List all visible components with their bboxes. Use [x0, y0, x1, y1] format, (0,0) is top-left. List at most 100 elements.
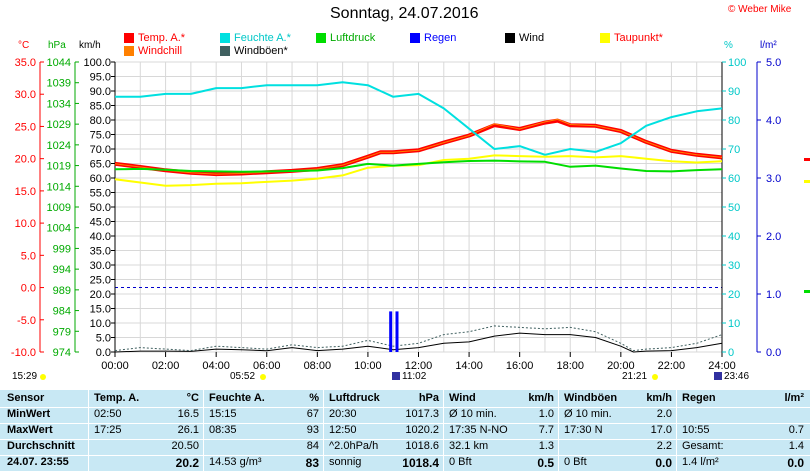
cell-value: 1017.3: [405, 408, 439, 420]
wind-tick-label: 70.0: [90, 144, 111, 156]
moon-icon: [392, 372, 400, 380]
legend-label: Wind: [519, 32, 545, 44]
weather-chart: 00:00 02:00 04:00 06:00 08:00 10:00 12:00 14:00…: [11, 57, 810, 372]
temp-unit-label: °C: [18, 40, 30, 51]
column-header: Regen: [682, 392, 716, 404]
cell-value: 17.0: [650, 424, 672, 436]
cell-left: 14.53 g/m³: [209, 456, 262, 468]
cell-value: 0.0: [787, 456, 804, 470]
moon-icon-right: [714, 372, 722, 380]
legend-swatch: [220, 46, 230, 56]
humidity-unit-label: %: [724, 40, 733, 51]
legend-item: Luftdruck: [316, 32, 375, 44]
press-tick-label: 989: [53, 285, 71, 297]
press-tick-label: 1004: [47, 223, 71, 235]
row-label: MaxWert: [7, 424, 53, 436]
column-unit: km/h: [528, 392, 554, 404]
column-unit: %: [309, 392, 319, 404]
press-tick-label: 1034: [47, 98, 71, 110]
hum-tick-label: 80: [728, 115, 740, 127]
legend-label: Windböen*: [234, 45, 288, 57]
rain-tick-label: 5.0: [766, 57, 781, 69]
wind-tick-label: 5.0: [96, 333, 111, 345]
legend-swatch: [600, 33, 610, 43]
cell-left: 12:50: [329, 424, 357, 436]
series-line: [114, 332, 723, 353]
cell-value: 0.5: [537, 456, 554, 470]
row-label: Sensor: [7, 392, 45, 404]
legend-swatch: [220, 33, 230, 43]
legend-item: Windböen*: [220, 45, 288, 57]
copyright-label: © Weber Mike: [728, 4, 792, 15]
sunrise-dot-icon: [260, 374, 266, 380]
column-divider: [443, 390, 444, 471]
press-tick-label: 979: [53, 326, 71, 338]
cell-left: 17:30 N: [564, 424, 603, 436]
cell-left: 02:50: [94, 408, 122, 420]
wind-tick-label: 15.0: [90, 304, 111, 316]
cell-value: 67: [306, 408, 319, 420]
legend-item: Regen: [410, 32, 456, 44]
cell-left: 17:35 N-NO: [449, 424, 508, 436]
press-tick-label: 1039: [47, 78, 71, 90]
row-divider: [0, 407, 810, 408]
hum-tick-label: 40: [728, 231, 740, 243]
rain-tick-label: 0.0: [766, 347, 781, 359]
wind-tick-label: 80.0: [90, 115, 111, 127]
rain-unit-label: l/m²: [760, 40, 777, 51]
column-divider: [676, 390, 677, 471]
cell-value: 0.7: [788, 424, 804, 436]
wind-tick-label: 65.0: [90, 159, 111, 171]
cell-left: 15:15: [209, 408, 237, 420]
cell-left: 17:25: [94, 424, 122, 436]
legend-swatch: [410, 33, 420, 43]
series-line: [115, 81, 723, 156]
cell-left: 0 Bft: [564, 456, 587, 468]
x-tick-label: 06:00: [253, 360, 281, 372]
wind-tick-label: 60.0: [90, 173, 111, 185]
press-tick-label: 1014: [47, 181, 71, 193]
press-tick-label: 1044: [47, 57, 71, 69]
legend-label: Temp. A.*: [138, 32, 186, 44]
wind-unit-label: km/h: [79, 40, 101, 51]
wind-tick-label: 35.0: [90, 246, 111, 258]
series-line: [114, 154, 723, 187]
min-temp-time: 11:02: [402, 371, 427, 382]
x-tick-label: 18:00: [556, 360, 584, 372]
temp-tick-label: -5.0: [17, 315, 36, 327]
wind-tick-label: 45.0: [90, 217, 111, 229]
offscreen-marker: [804, 158, 810, 161]
wind-tick-label: 75.0: [90, 130, 111, 142]
cell-value: 26.1: [177, 424, 199, 436]
cell-left: Gesamt:: [682, 440, 724, 452]
legend-item: Temp. A.*: [124, 32, 185, 44]
column-divider: [88, 390, 89, 471]
legend-label: Taupunkt*: [614, 32, 663, 44]
cell-left: 20:30: [329, 408, 357, 420]
cell-value: 1018.6: [405, 440, 439, 452]
temp-tick-label: 30.0: [15, 89, 36, 101]
wind-tick-label: 55.0: [90, 188, 111, 200]
press-tick-label: 1024: [47, 140, 71, 152]
press-tick-label: 974: [53, 347, 71, 359]
hum-tick-label: 0: [728, 347, 734, 359]
cell-left: 32.1 km: [449, 440, 489, 452]
row-divider: [0, 423, 810, 424]
x-tick-label: 22:00: [658, 360, 686, 372]
hum-tick-label: 90: [728, 86, 740, 98]
press-tick-label: 999: [53, 243, 71, 255]
wind-tick-label: 95.0: [90, 72, 111, 84]
rain-tick-label: 1.0: [766, 289, 781, 301]
cell-left: Ø 10 min.: [564, 408, 612, 420]
offscreen-marker: [804, 290, 810, 293]
sun-dot-icon: [40, 374, 46, 380]
cell-left: ^2.0hPa/h: [329, 440, 379, 452]
x-tick-label: 24:00: [708, 360, 736, 372]
cell-left: Ø 10 min.: [449, 408, 497, 420]
row-label: Durchschnitt: [7, 440, 75, 452]
press-tick-label: 1019: [47, 161, 71, 173]
x-tick-label: 08:00: [304, 360, 332, 372]
stats-panel: [0, 390, 810, 471]
cell-value: 1020.2: [405, 424, 439, 436]
sunrise-time: 05:52: [230, 371, 256, 382]
